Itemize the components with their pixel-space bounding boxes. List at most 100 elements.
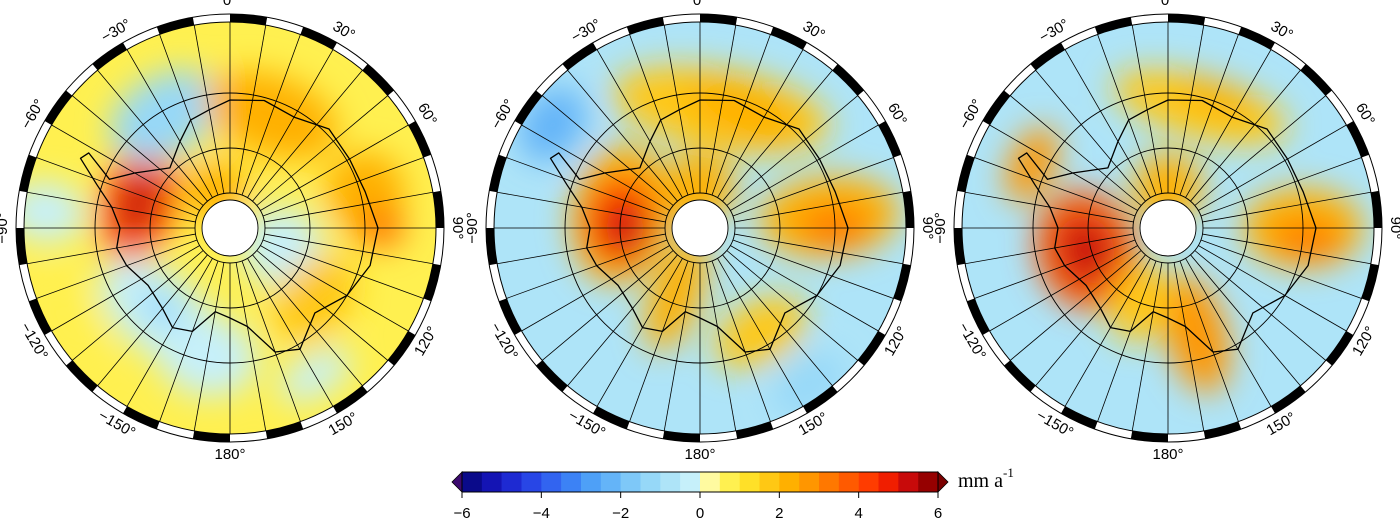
longitude-label: 30° — [330, 18, 358, 44]
pole-hole — [1139, 199, 1197, 257]
meridian — [51, 124, 200, 211]
frame-black — [802, 385, 838, 414]
meridian — [541, 250, 674, 361]
frame-outer — [485, 13, 915, 443]
meridian — [705, 262, 737, 431]
meridian — [717, 49, 804, 198]
colorbar-box — [779, 472, 800, 492]
colorbar-box — [719, 472, 740, 492]
meridian — [596, 258, 683, 407]
frame-black — [1325, 330, 1354, 366]
meridian — [126, 258, 213, 407]
frame-black — [832, 64, 864, 96]
meridian — [260, 124, 409, 211]
meridian — [1173, 262, 1205, 431]
meridian — [264, 191, 433, 223]
meridian — [1202, 233, 1371, 265]
meridian — [262, 239, 424, 299]
meridian — [1194, 250, 1327, 361]
colorbar-box — [739, 472, 760, 492]
frame-black — [1094, 17, 1133, 35]
longitude-label: 60° — [884, 100, 910, 128]
colorbar-box — [541, 472, 562, 492]
meridian — [193, 262, 225, 431]
meridian — [159, 34, 219, 196]
colorbar-tick-label: 4 — [854, 505, 862, 522]
frame-black — [1030, 42, 1066, 71]
frame-black — [123, 406, 160, 430]
colorbar-tick-label: −6 — [453, 505, 470, 522]
frame-outer — [953, 13, 1383, 443]
longitude-label: 180° — [1152, 446, 1183, 463]
frame-black — [44, 90, 73, 126]
colorbar-box — [838, 472, 859, 492]
anomalies — [1005, 70, 1363, 393]
meridian — [247, 49, 334, 198]
meridian — [1097, 260, 1157, 422]
colorbar-box — [918, 472, 939, 492]
meridian — [1202, 191, 1371, 223]
coastline — [79, 99, 379, 353]
meridian — [1009, 95, 1142, 206]
meridian — [1198, 124, 1347, 211]
meridian — [1200, 157, 1362, 217]
longitude-label: 0° — [223, 0, 237, 9]
frame-outer — [15, 13, 445, 443]
frame-black — [92, 42, 128, 71]
colorbar-tick-label: 6 — [934, 505, 942, 522]
meridian — [974, 157, 1136, 217]
unit-superscript: -1 — [1003, 465, 1014, 480]
frame-black — [1004, 360, 1036, 392]
frame-black — [156, 17, 195, 35]
colorbar-tick-label: 2 — [775, 505, 783, 522]
frame-black — [265, 421, 304, 439]
frame-black — [28, 298, 52, 335]
colorbar-box — [640, 472, 661, 492]
frame-black — [957, 154, 975, 193]
longitude-label: 0° — [693, 0, 707, 9]
meridian — [1185, 258, 1272, 407]
frame-black — [902, 190, 914, 229]
frame-black — [192, 430, 231, 442]
meridian — [965, 233, 1134, 265]
meridian — [1179, 260, 1239, 422]
meridian — [1179, 34, 1239, 196]
frame-black — [1300, 64, 1332, 96]
frame-black — [300, 26, 337, 50]
frame-black — [966, 298, 990, 335]
meridian — [1200, 239, 1362, 299]
frame-black — [878, 121, 902, 158]
frame-black — [408, 121, 432, 158]
frame-black — [735, 421, 774, 439]
polar-map: 0°30°60°90°120°150°180°−150°−120°−90°−60… — [932, 0, 1400, 463]
meridian — [596, 49, 683, 198]
meridian — [989, 245, 1138, 332]
frame-black — [893, 263, 911, 302]
colorbar-tick-label: −2 — [612, 505, 629, 522]
meridian — [1064, 49, 1151, 198]
colorbar-box — [898, 472, 919, 492]
colorbar-box — [521, 472, 542, 492]
meridian — [730, 124, 879, 211]
meridian — [256, 250, 389, 361]
meridian — [71, 250, 204, 361]
longitude-label: 180° — [684, 446, 715, 463]
meridian — [521, 245, 670, 332]
colorbar-box — [819, 472, 840, 492]
meridian — [1198, 245, 1347, 332]
longitude-label: 30° — [1268, 18, 1296, 44]
frame-black — [1238, 26, 1275, 50]
frame-black — [498, 298, 522, 335]
frame-black — [1270, 385, 1306, 414]
meridian — [506, 157, 668, 217]
longitude-label: 60° — [1352, 100, 1378, 128]
frame-black — [857, 330, 886, 366]
meridian — [1009, 250, 1142, 361]
meridian — [711, 260, 771, 422]
meridian — [506, 239, 668, 299]
frame-black — [1370, 190, 1382, 229]
meridian — [97, 69, 208, 202]
meridian — [734, 233, 903, 265]
meridian — [567, 254, 678, 387]
